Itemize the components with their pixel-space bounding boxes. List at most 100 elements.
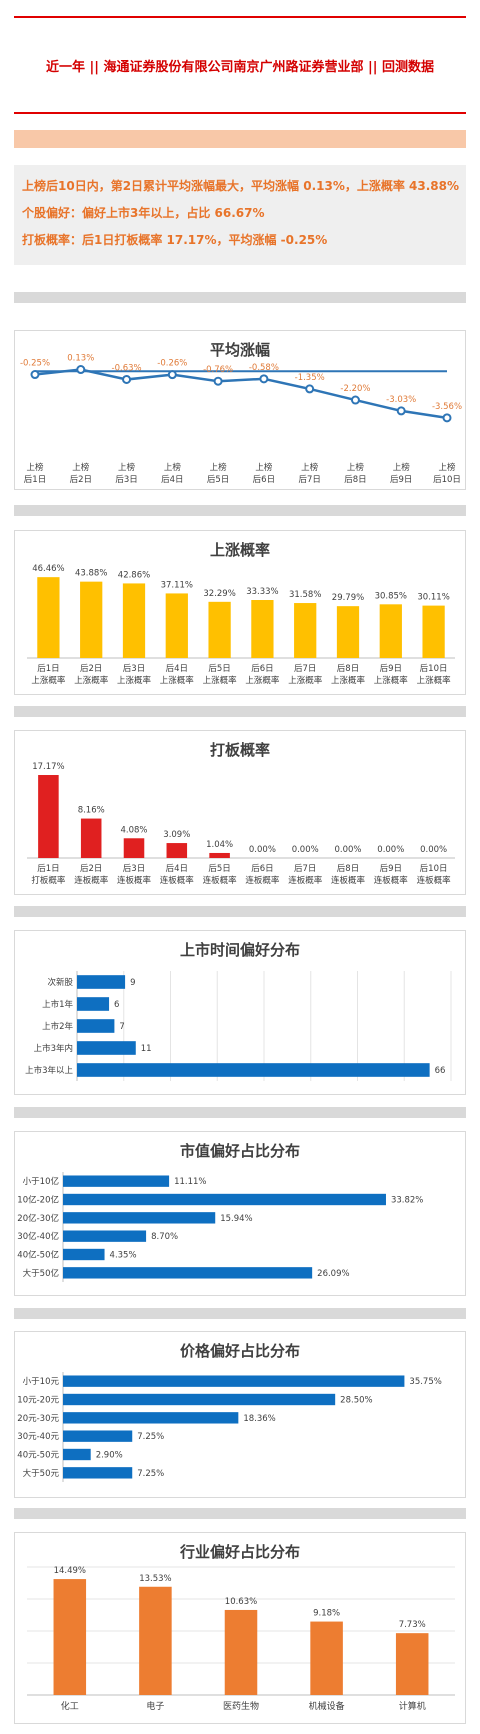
limit-up-tick-label: 连板概率 [74, 875, 109, 886]
avg-gain-tick-label: 后6日 [253, 474, 275, 485]
limit-up-data-label: 4.08% [120, 825, 147, 835]
avg-gain-point [122, 374, 132, 384]
price-data-label: 7.25% [137, 1432, 164, 1442]
market-cap-bar [63, 1267, 313, 1279]
industry-tick-label: 机械设备 [309, 1700, 345, 1712]
price-tick-label: 10元-20元 [17, 1396, 59, 1406]
listing-time-data-label: 9 [130, 978, 135, 988]
limit-up-data-label: 17.17% [32, 762, 64, 772]
industry-bar [224, 1609, 258, 1695]
limit-up-tick-label: 后8日 [337, 863, 359, 874]
page-title: 近一年 || 海通证券股份有限公司南京广州路证券营业部 || 回测数据 [45, 60, 435, 75]
avg-gain-point [350, 395, 360, 405]
price-data-label: 28.50% [340, 1396, 372, 1406]
market-cap-data-label: 33.82% [391, 1196, 423, 1206]
market-cap-chart-card: 市值偏好占比分布 小于10亿 11.11% 10亿-20亿 33.82% 20亿-30亿… [14, 1131, 466, 1296]
price-bar [63, 1412, 239, 1424]
limit-up-data-label: 0.00% [377, 845, 404, 855]
industry-chart-card: 行业偏好占比分布 14.49% 化工 13.53% 电子 10.63% 医药生物 9.18%… [14, 1532, 466, 1724]
price-chart-card: 价格偏好占比分布 小于10元 35.75% 10元-20元 28.50% 20元-30元… [14, 1331, 466, 1498]
up-probability-data-label: 29.79% [332, 593, 364, 603]
industry-tick-label: 化工 [61, 1700, 79, 1712]
up-probability-tick-label: 上涨概率 [245, 675, 280, 686]
avg-gain-tick-label: 后8日 [344, 474, 366, 485]
avg-gain-tick-label: 后5日 [207, 474, 229, 485]
up-probability-data-label: 33.33% [246, 587, 278, 597]
avg-gain-tick-label: 后4日 [161, 474, 183, 485]
industry-data-label: 14.49% [54, 1566, 86, 1576]
price-bar [63, 1467, 133, 1479]
up-probability-tick-label: 后2日 [80, 663, 102, 674]
up-probability-data-label: 31.58% [289, 590, 321, 600]
avg-gain-point [396, 406, 406, 416]
up-probability-tick-label: 上涨概率 [331, 675, 366, 686]
price-data-label: 2.90% [96, 1451, 123, 1461]
up-probability-data-label: 30.85% [375, 591, 407, 601]
avg-gain-tick-label: 上榜 [347, 462, 365, 473]
limit-up-data-label: 1.04% [206, 840, 233, 850]
section-divider-band [14, 130, 466, 148]
price-bar [63, 1375, 405, 1387]
up-probability-data-label: 37.11% [161, 580, 193, 590]
industry-data-label: 10.63% [225, 1597, 257, 1607]
limit-up-tick-label: 连板概率 [417, 875, 452, 886]
price-data-label: 7.25% [137, 1469, 164, 1479]
market-cap-data-label: 26.09% [317, 1269, 349, 1279]
header-bottom-rule [14, 112, 466, 114]
market-cap-chart: 小于10亿 11.11% 10亿-20亿 33.82% 20亿-30亿 15.94% 30亿… [17, 1172, 423, 1282]
limit-up-tick-label: 后2日 [80, 863, 102, 874]
avg-gain-tick-label: 上榜 [118, 462, 136, 473]
avg-gain-point [259, 374, 269, 384]
industry-tick-label: 计算机 [399, 1700, 426, 1712]
up-probability-tick-label: 上涨概率 [160, 675, 195, 686]
listing-time-data-label: 66 [435, 1066, 446, 1076]
avg-gain-tick-label: 上榜 [301, 462, 319, 473]
limit-up-tick-label: 后4日 [166, 863, 188, 874]
price-tick-label: 20元-30元 [17, 1414, 59, 1424]
limit-up-chart-card: 打板概率 17.17% 后1日 打板概率 8.16% 后2日 连板概率 4.08% 后3日 连板… [14, 730, 466, 895]
up-probability-tick-label: 后8日 [337, 663, 359, 674]
price-tick-label: 30元-40元 [17, 1432, 59, 1442]
listing-time-chart-card: 上市时间偏好分布 次新股 9 上市1年 6 上市2年 7 上市3年内 11 上市3年以上 66 [14, 930, 466, 1095]
industry-data-label: 9.18% [313, 1609, 340, 1619]
up-probability-tick-label: 后7日 [294, 663, 316, 674]
section-separator [14, 906, 466, 917]
listing-time-bar [77, 997, 110, 1011]
avg-gain-tick-label: 后9日 [390, 474, 412, 485]
avg-gain-data-label: 0.13% [67, 354, 94, 364]
avg-gain-point [30, 370, 40, 380]
up-probability-tick-label: 上涨概率 [31, 675, 66, 686]
price-bar [63, 1448, 91, 1461]
up-probability-bar [336, 606, 360, 658]
listing-time-bar [77, 1063, 430, 1077]
avg-gain-chart-card: 平均涨幅 -0.25% 上榜 后1日 0.13% 上榜 后2日 -0.63% 上榜 后3日 -0.… [14, 330, 466, 490]
market-cap-data-label: 11.11% [174, 1177, 206, 1187]
limit-up-data-label: 0.00% [334, 845, 361, 855]
up-probability-data-label: 32.29% [203, 589, 235, 599]
limit-up-tick-label: 连板概率 [203, 875, 238, 886]
avg-gain-tick-label: 上榜 [210, 462, 228, 473]
market-cap-data-label: 15.94% [220, 1214, 252, 1224]
section-separator [14, 505, 466, 516]
industry-tick-label: 医药生物 [223, 1700, 259, 1712]
avg-gain-tick-label: 后1日 [24, 474, 46, 485]
limit-up-tick-label: 后10日 [420, 863, 448, 874]
up-probability-bar [251, 600, 274, 658]
listing-time-bar [77, 1041, 136, 1055]
avg-gain-data-label: -0.26% [157, 359, 187, 369]
market-cap-tick-label: 20亿-30亿 [17, 1213, 59, 1224]
section-separator [14, 1107, 466, 1118]
limit-up-tick-label: 后1日 [37, 863, 59, 874]
up-probability-bar [422, 605, 445, 658]
avg-gain-tick-label: 上榜 [255, 462, 273, 473]
limit-up-tick-label: 连板概率 [245, 875, 280, 886]
avg-gain-tick-label: 上榜 [164, 462, 182, 473]
avg-gain-point [167, 370, 177, 380]
limit-up-tick-label: 后5日 [208, 863, 230, 874]
market-cap-bar [63, 1212, 216, 1224]
avg-gain-data-label: -0.63% [112, 363, 142, 373]
avg-gain-data-label: -1.35% [295, 373, 325, 383]
up-probability-bar [165, 593, 188, 658]
